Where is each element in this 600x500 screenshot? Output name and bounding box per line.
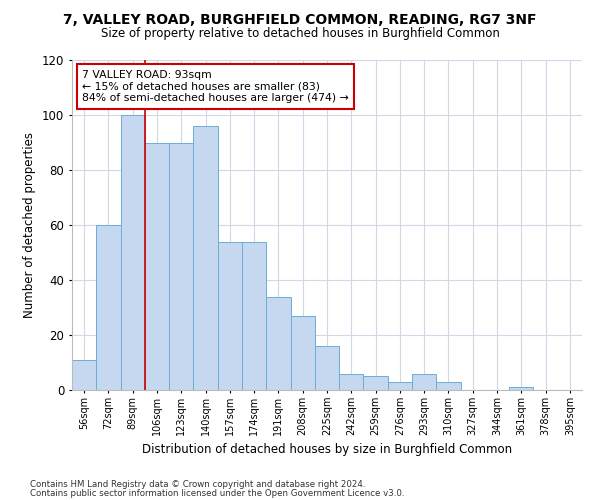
Text: Size of property relative to detached houses in Burghfield Common: Size of property relative to detached ho… — [101, 28, 499, 40]
Text: 7 VALLEY ROAD: 93sqm
← 15% of detached houses are smaller (83)
84% of semi-detac: 7 VALLEY ROAD: 93sqm ← 15% of detached h… — [82, 70, 349, 103]
Bar — [436, 382, 461, 390]
Bar — [290, 316, 315, 390]
Bar — [339, 374, 364, 390]
Y-axis label: Number of detached properties: Number of detached properties — [23, 132, 37, 318]
Bar — [121, 115, 145, 390]
Text: Contains HM Land Registry data © Crown copyright and database right 2024.: Contains HM Land Registry data © Crown c… — [30, 480, 365, 489]
Bar — [388, 382, 412, 390]
Bar — [218, 242, 242, 390]
Bar — [193, 126, 218, 390]
Bar — [169, 142, 193, 390]
Bar — [412, 374, 436, 390]
Bar — [364, 376, 388, 390]
Bar — [242, 242, 266, 390]
Bar — [266, 296, 290, 390]
Text: Contains public sector information licensed under the Open Government Licence v3: Contains public sector information licen… — [30, 488, 404, 498]
Bar — [96, 225, 121, 390]
Text: 7, VALLEY ROAD, BURGHFIELD COMMON, READING, RG7 3NF: 7, VALLEY ROAD, BURGHFIELD COMMON, READI… — [63, 12, 537, 26]
Bar — [315, 346, 339, 390]
Bar — [145, 142, 169, 390]
Bar — [509, 387, 533, 390]
Bar — [72, 360, 96, 390]
X-axis label: Distribution of detached houses by size in Burghfield Common: Distribution of detached houses by size … — [142, 444, 512, 456]
